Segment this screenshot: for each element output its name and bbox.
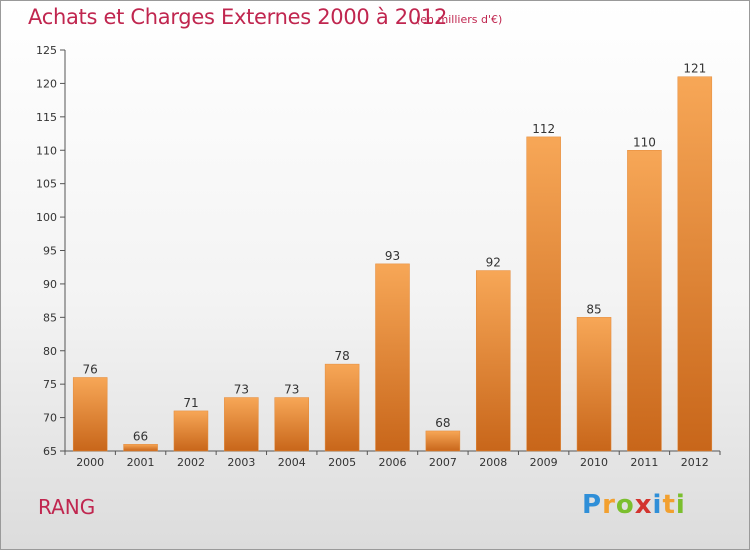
bar-2006 — [375, 263, 410, 452]
logo-letter: t — [662, 490, 676, 520]
y-tick-label: 85 — [43, 311, 57, 324]
data-label-2009: 112 — [532, 122, 555, 136]
x-tick-label-2012: 2012 — [681, 456, 709, 469]
y-tick-label: 115 — [36, 111, 57, 124]
chart-subtitle: (en milliers d'€) — [416, 13, 503, 26]
bars — [72, 76, 713, 452]
y-tick-label: 105 — [36, 178, 57, 191]
location-name: RANG — [38, 495, 96, 519]
data-label-2008: 92 — [486, 256, 501, 270]
x-tick-label-2008: 2008 — [479, 456, 507, 469]
bar-2003 — [224, 397, 259, 452]
data-label-2011: 110 — [633, 135, 656, 149]
x-tick-label-2000: 2000 — [76, 456, 104, 469]
data-label-2005: 78 — [334, 349, 349, 363]
y-tick-label: 70 — [43, 412, 57, 425]
bar-2005 — [324, 363, 360, 452]
y-tick-label: 75 — [43, 378, 57, 391]
y-tick-label: 80 — [43, 345, 57, 358]
x-tick-label-2004: 2004 — [278, 456, 306, 469]
x-tick-label-2011: 2011 — [630, 456, 658, 469]
data-label-2002: 71 — [183, 396, 198, 410]
x-tick-label-2009: 2009 — [530, 456, 558, 469]
y-tick-label: 100 — [36, 211, 57, 224]
logo-letter: i — [675, 490, 686, 520]
proxiti-logo: Proxiti — [582, 490, 686, 520]
data-label-2006: 93 — [385, 249, 400, 263]
bar-2009 — [526, 136, 561, 452]
data-label-2004: 73 — [284, 383, 299, 397]
bar-2001 — [123, 444, 158, 452]
data-label-2012: 121 — [683, 62, 706, 76]
logo-letter: r — [602, 490, 616, 520]
data-label-2000: 76 — [83, 362, 98, 376]
bar-2010 — [576, 317, 612, 452]
bar-2008 — [476, 270, 511, 452]
x-tick-label-2007: 2007 — [429, 456, 457, 469]
bar-2011 — [627, 150, 662, 452]
bar-2007 — [425, 430, 461, 452]
logo-letter: o — [615, 490, 635, 520]
logo-letter: x — [634, 490, 653, 520]
bar-2004 — [274, 397, 309, 452]
data-label-2010: 85 — [586, 302, 601, 316]
data-labels: 76 66 71 73 73 78 93 68 92 112 85 110 121 — [83, 62, 707, 444]
data-label-2003: 73 — [234, 383, 249, 397]
logo-letter: i — [652, 490, 663, 520]
bar-2012 — [677, 76, 713, 452]
y-tick-label: 110 — [36, 144, 57, 157]
y-tick-label: 90 — [43, 278, 57, 291]
y-tick-label: 65 — [43, 445, 57, 458]
y-tick-label: 125 — [36, 44, 57, 57]
bar-2002 — [173, 410, 209, 452]
chart-title: Achats et Charges Externes 2000 à 2012 — [28, 5, 448, 29]
x-tick-label-2006: 2006 — [379, 456, 407, 469]
x-tick-label-2001: 2001 — [127, 456, 155, 469]
x-tick-label-2002: 2002 — [177, 456, 205, 469]
data-label-2007: 68 — [435, 416, 450, 430]
logo-letter: P — [582, 490, 603, 520]
y-tick-label: 120 — [36, 77, 57, 90]
data-label-2001: 66 — [133, 429, 148, 443]
y-tick-label: 95 — [43, 245, 57, 258]
x-tick-label-2010: 2010 — [580, 456, 608, 469]
x-tick-label-2005: 2005 — [328, 456, 356, 469]
x-tick-label-2003: 2003 — [227, 456, 255, 469]
bar-2000 — [72, 377, 108, 452]
